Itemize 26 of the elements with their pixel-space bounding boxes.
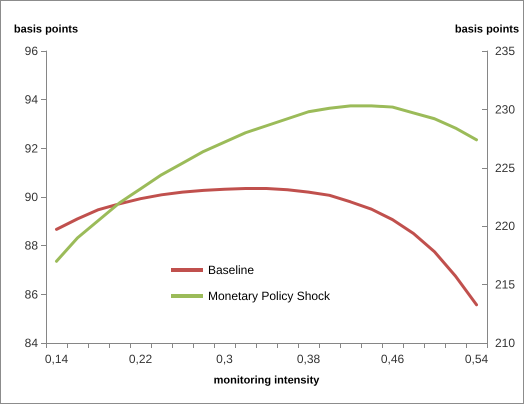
x-tick-label: 0,46 xyxy=(380,352,404,366)
y-tick-label: 84 xyxy=(24,336,38,350)
y2-tick-label: 230 xyxy=(495,102,516,116)
line-series xyxy=(55,186,478,306)
x-tick-label: 0,14 xyxy=(44,352,68,366)
y2-tick-label: 225 xyxy=(495,160,516,175)
y-axis-title: basis points xyxy=(14,24,78,36)
y-tick-label: 96 xyxy=(24,44,38,58)
y-tick-label: 88 xyxy=(24,238,38,253)
y-tick-label: 92 xyxy=(24,141,38,156)
y2-tick-label: 235 xyxy=(495,44,516,58)
x-tick-label: 0,38 xyxy=(296,352,320,366)
x-tick-label: 0,54 xyxy=(464,352,488,366)
line-series xyxy=(55,104,478,263)
legend-label: Monetary Policy Shock xyxy=(208,289,332,303)
y2-axis-title: basis points xyxy=(454,24,520,36)
y2-tick-label: 215 xyxy=(495,278,516,292)
x-axis-title: monitoring intensity xyxy=(214,374,320,386)
y2-tick-label: 220 xyxy=(495,219,516,234)
y-tick-label: 94 xyxy=(24,92,38,107)
y-tick-label: 86 xyxy=(24,287,38,302)
y-tick-label: 90 xyxy=(24,190,38,204)
x-tick-label: 0,3 xyxy=(216,352,234,366)
y2-tick-label: 210 xyxy=(495,336,516,350)
x-tick-label: 0,22 xyxy=(128,352,152,366)
legend-label: Baseline xyxy=(208,263,254,277)
